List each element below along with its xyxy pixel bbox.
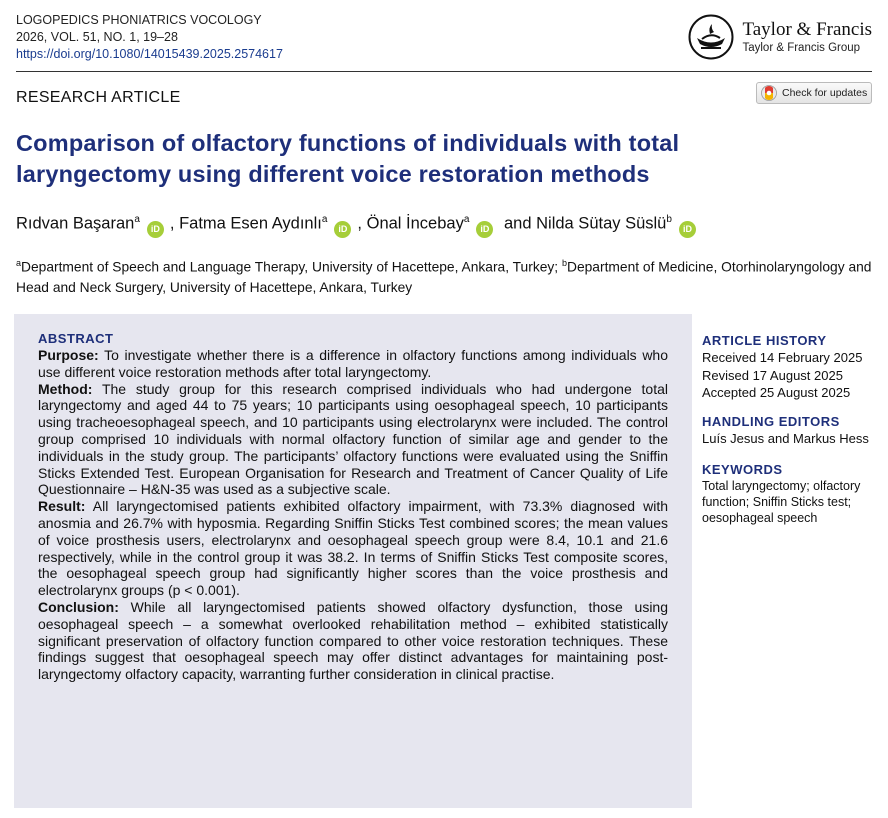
- abstract-result: Result: All laryngectomised patients exh…: [38, 498, 668, 599]
- article-history-heading: ARTICLE HISTORY: [702, 333, 827, 348]
- check-for-updates-button[interactable]: Check for updates: [756, 82, 872, 104]
- orcid-icon[interactable]: iD: [476, 220, 494, 238]
- abstract-conclusion: Conclusion: While all laryngectomised pa…: [38, 599, 668, 683]
- author-affiliation-mark: b: [666, 214, 672, 225]
- author-separator: ,: [169, 214, 175, 233]
- method-text: The study group for this research compri…: [38, 380, 668, 498]
- conclusion-label: Conclusion:: [38, 598, 119, 615]
- accepted-date: Accepted 25 August 2025: [702, 385, 851, 400]
- publisher-group: Taylor & Francis Group: [742, 42, 861, 54]
- affiliations: aDepartment of Speech and Language Thera…: [16, 253, 876, 298]
- result-label: Result:: [38, 498, 86, 515]
- author-affiliation-mark: a: [134, 214, 140, 225]
- keywords-heading: KEYWORDS: [702, 462, 783, 477]
- author-affiliation-mark: a: [321, 214, 328, 225]
- abstract-method: Method: The study group for this researc…: [38, 381, 668, 499]
- abstract-purpose: Purpose: To investigate whether there is…: [38, 347, 668, 381]
- purpose-label: Purpose:: [38, 347, 99, 363]
- publisher-logo[interactable]: Taylor & Francis Taylor & Francis Group: [688, 14, 872, 60]
- author-name: Rıdvan Başaran: [16, 214, 135, 233]
- conclusion-text: While all laryngectomised patients showe…: [38, 598, 668, 683]
- journal-name: LOGOPEDICS PHONIATRICS VOCOLOGY: [16, 13, 262, 27]
- crossmark-icon: [761, 85, 777, 101]
- affiliation-mark: b: [561, 258, 567, 268]
- abstract-heading: ABSTRACT: [38, 331, 114, 346]
- header-divider: [16, 71, 872, 72]
- purpose-text: To investigate whether there is a differ…: [38, 347, 669, 380]
- orcid-icon[interactable]: iD: [146, 220, 164, 238]
- affiliation-mark: a: [16, 258, 22, 268]
- result-text: All laryngectomised patients exhibited o…: [38, 498, 668, 599]
- author-list: Rıdvan BaşaranaiD, Fatma Esen AydınlıaiD…: [16, 214, 702, 238]
- journal-header: LOGOPEDICS PHONIATRICS VOCOLOGY 2026, VO…: [16, 12, 283, 63]
- revised-date: Revised 17 August 2025: [702, 367, 843, 383]
- article-title: Comparison of olfactory functions of ind…: [16, 130, 680, 187]
- handling-editors-names: Luís Jesus and Markus Hess: [702, 430, 869, 446]
- author-name: Fatma Esen Aydınlı: [179, 214, 322, 233]
- affiliation-a: Department of Speech and Language Therap…: [21, 259, 559, 275]
- orcid-icon[interactable]: iD: [334, 220, 352, 238]
- journal-volume: 2026, VOL. 51, NO. 1, 19–28: [16, 30, 178, 44]
- orcid-icon[interactable]: iD: [678, 220, 696, 238]
- check-for-updates-label: Check for updates: [782, 87, 868, 99]
- taylor-francis-lamp-icon: [688, 14, 734, 60]
- author-name: Önal İncebay: [366, 214, 464, 233]
- author-name: Nilda Sütay Süslü: [536, 214, 667, 233]
- article-sidebar: ARTICLE HISTORY Received 14 February 202…: [702, 333, 882, 526]
- article-type: RESEARCH ARTICLE: [16, 89, 181, 106]
- handling-editors-heading: HANDLING EDITORS: [702, 413, 840, 429]
- author-separator: ,: [357, 214, 363, 233]
- received-date: Received 14 February 2025: [702, 350, 863, 365]
- affiliation-b: Department of Medicine, Otorhinolaryngol…: [16, 259, 872, 295]
- keywords-list: Total laryngectomy; olfactory function; …: [702, 479, 861, 525]
- publisher-brand: Taylor & Francis: [742, 19, 872, 40]
- author-separator: and: [504, 214, 532, 233]
- method-label: Method:: [38, 380, 93, 397]
- author-affiliation-mark: a: [463, 214, 470, 225]
- abstract-box: ABSTRACT Purpose: To investigate whether…: [14, 314, 692, 808]
- doi-link[interactable]: https://doi.org/10.1080/14015439.2025.25…: [16, 47, 283, 61]
